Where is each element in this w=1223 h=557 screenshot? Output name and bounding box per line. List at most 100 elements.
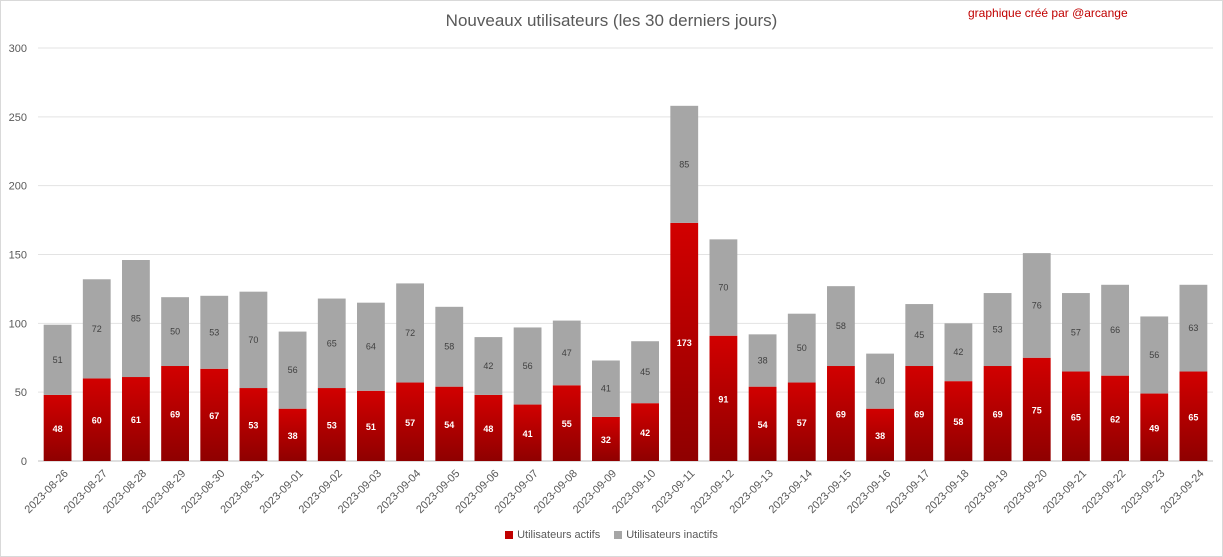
data-label-active: 75	[1032, 405, 1042, 415]
data-label-active: 61	[131, 415, 141, 425]
bar-inactive	[435, 306, 464, 387]
bar-inactive	[944, 323, 973, 382]
bar-inactive	[748, 334, 777, 387]
data-label-inactive: 56	[523, 361, 533, 371]
bar-inactive	[278, 331, 307, 409]
data-label-active: 42	[640, 428, 650, 438]
data-label-inactive: 70	[718, 283, 728, 293]
bar-active	[435, 386, 464, 461]
bar-active	[1140, 393, 1169, 461]
data-label-inactive: 50	[797, 343, 807, 353]
legend-swatch-active	[505, 531, 514, 539]
data-label-inactive: 53	[993, 325, 1003, 335]
bar-active	[748, 386, 777, 461]
bar-active	[631, 403, 659, 461]
y-tick-label: 200	[9, 181, 27, 193]
bar-inactive	[983, 293, 1012, 367]
bar-inactive	[1022, 253, 1051, 358]
data-label-inactive: 72	[405, 328, 415, 338]
data-label-active: 69	[170, 410, 180, 420]
data-label-active: 57	[797, 418, 807, 428]
bar-active	[670, 222, 699, 461]
y-tick-label: 150	[9, 250, 27, 262]
bar-inactive	[1140, 316, 1169, 394]
bar-inactive	[317, 298, 346, 389]
bar-active	[709, 335, 738, 461]
bar-inactive	[396, 283, 424, 383]
bar-active	[787, 382, 816, 461]
bar-active	[1022, 357, 1051, 461]
data-label-inactive: 45	[914, 330, 924, 340]
bar-active	[866, 408, 894, 461]
data-label-inactive: 50	[170, 327, 180, 337]
data-label-inactive: 64	[366, 342, 376, 352]
bar-active	[905, 366, 934, 461]
bar-inactive	[670, 105, 699, 223]
data-label-active: 41	[523, 429, 533, 439]
gridlines	[38, 47, 1213, 462]
data-label-inactive: 57	[1071, 327, 1081, 337]
data-label-active: 49	[1149, 423, 1159, 433]
chart-credit: graphique créé par @arcange	[968, 6, 1128, 20]
bars: 48 51 60 72 61 85 69 50 67 53 53 70 38 56 53 65 51 64 57 72…	[43, 105, 1208, 461]
data-label-inactive: 38	[758, 356, 768, 366]
data-label-active: 67	[209, 411, 219, 421]
data-label-active: 65	[1188, 412, 1198, 422]
x-axis: 2023-08-262023-08-272023-08-282023-08-29…	[23, 468, 1207, 516]
bar-inactive	[631, 341, 659, 404]
data-label-active: 65	[1071, 412, 1081, 422]
data-label-inactive: 58	[444, 342, 454, 352]
data-label-active: 54	[444, 420, 454, 430]
bar-inactive	[239, 291, 268, 389]
data-label-inactive: 65	[327, 338, 337, 348]
data-label-inactive: 85	[679, 159, 689, 169]
data-label-inactive: 58	[836, 321, 846, 331]
bar-inactive	[905, 304, 934, 367]
data-label-active: 54	[758, 420, 768, 430]
bar-inactive	[1179, 284, 1208, 372]
data-label-inactive: 53	[209, 327, 219, 337]
bar-active	[396, 382, 424, 461]
bar-active	[944, 381, 973, 461]
data-label-active: 55	[562, 419, 572, 429]
data-label-active: 60	[92, 416, 102, 426]
y-axis: 0 50 100 150 200 250 300	[9, 43, 27, 468]
data-label-active: 173	[677, 338, 692, 348]
data-label-inactive: 56	[288, 365, 298, 375]
bar-active	[1062, 371, 1090, 461]
bar-inactive	[200, 295, 229, 369]
data-label-active: 38	[875, 431, 885, 441]
data-label-inactive: 85	[131, 314, 141, 324]
bar-active	[200, 368, 229, 461]
data-label-inactive: 76	[1032, 300, 1042, 310]
bar-inactive	[43, 324, 72, 395]
data-label-inactive: 47	[562, 348, 572, 358]
bar-active	[43, 394, 72, 461]
data-label-inactive: 66	[1110, 325, 1120, 335]
data-label-active: 53	[327, 421, 337, 431]
bar-active	[552, 385, 581, 461]
bar-active	[161, 366, 189, 461]
legend-label-inactive: Utilisateurs inactifs	[626, 529, 718, 541]
data-label-inactive: 40	[875, 376, 885, 386]
y-tick-label: 250	[9, 112, 27, 124]
data-label-active: 69	[836, 410, 846, 420]
bar-inactive	[866, 353, 894, 409]
bar-active	[592, 416, 620, 461]
bar-active	[278, 408, 307, 461]
y-tick-label: 100	[9, 318, 27, 330]
bar-inactive	[161, 297, 189, 367]
legend: Utilisateurs actifs Utilisateurs inactif…	[0, 529, 1223, 541]
bar-active	[827, 366, 855, 461]
bar-active	[474, 394, 503, 461]
bar-inactive	[474, 337, 503, 395]
bar-inactive	[787, 313, 816, 383]
bar-active	[983, 366, 1012, 461]
data-label-active: 48	[53, 424, 63, 434]
bar-inactive	[357, 302, 385, 391]
bar-active	[513, 404, 542, 461]
bar-inactive	[592, 360, 620, 417]
legend-swatch-inactive	[614, 531, 623, 539]
